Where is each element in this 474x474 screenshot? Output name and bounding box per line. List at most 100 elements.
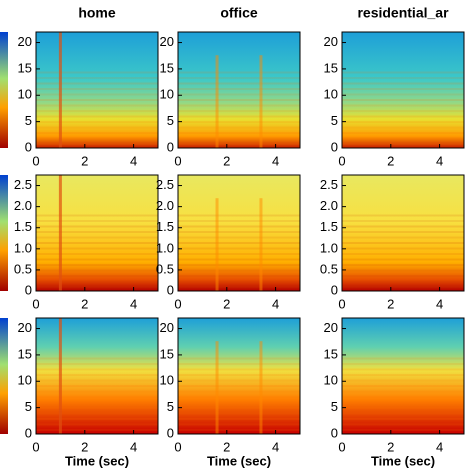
- x-tick-label: 4: [130, 296, 137, 311]
- x-tick-label: 0: [338, 153, 345, 168]
- panel-title: residential_ar: [357, 5, 449, 21]
- colorbar: [0, 318, 8, 434]
- x-tick-label: 0: [32, 296, 39, 311]
- y-tick-label: 10: [160, 373, 174, 388]
- x-tick-label: 2: [81, 439, 88, 454]
- plot-frame: [177, 174, 301, 292]
- x-tick-label: 4: [436, 153, 443, 168]
- y-tick-label: 0: [25, 282, 32, 297]
- x-tick-label: 0: [174, 296, 181, 311]
- y-tick-label: 5: [167, 113, 174, 128]
- y-tick-label: 15: [324, 346, 338, 361]
- y-tick-label: 15: [18, 60, 32, 75]
- spectrogram-image: [342, 175, 464, 291]
- y-tick-label: 5: [25, 399, 32, 414]
- x-tick-label: 2: [223, 439, 230, 454]
- y-tick-label: 20: [160, 320, 174, 335]
- y-tick-label: 5: [25, 113, 32, 128]
- x-tick-label: 0: [174, 153, 181, 168]
- y-tick-label: 1.5: [320, 219, 338, 234]
- x-tick-label: 2: [387, 296, 394, 311]
- y-tick-label: 15: [160, 60, 174, 75]
- x-tick-label: 0: [174, 439, 181, 454]
- spectrogram-image: [178, 175, 300, 291]
- y-tick-label: 1.5: [14, 219, 32, 234]
- y-tick-label: 20: [324, 320, 338, 335]
- plot-frame: [341, 31, 465, 149]
- x-tick-label: 4: [130, 439, 137, 454]
- colorbar: [0, 175, 8, 291]
- y-tick-label: 10: [18, 373, 32, 388]
- colorbar: [0, 32, 8, 148]
- panel-title: office: [220, 5, 258, 21]
- x-tick-label: 4: [130, 153, 137, 168]
- y-tick-label: 0: [25, 425, 32, 440]
- x-axis-label: Time (sec): [207, 453, 271, 468]
- x-tick-label: 2: [223, 296, 230, 311]
- y-tick-label: 0.5: [320, 261, 338, 276]
- y-tick-label: 1.0: [320, 240, 338, 255]
- spectrogram-image: [342, 32, 464, 148]
- y-tick-label: 1.5: [156, 219, 174, 234]
- y-tick-label: 0: [167, 139, 174, 154]
- y-tick-label: 2.0: [320, 198, 338, 213]
- y-tick-label: 10: [324, 373, 338, 388]
- event-streak: [58, 175, 62, 291]
- spectrogram-image: [342, 318, 464, 434]
- x-tick-label: 2: [387, 153, 394, 168]
- y-tick-label: 0: [167, 282, 174, 297]
- y-tick-label: 2.0: [14, 198, 32, 213]
- y-tick-label: 0.5: [14, 261, 32, 276]
- x-tick-label: 4: [436, 296, 443, 311]
- y-tick-label: 20: [18, 320, 32, 335]
- y-tick-label: 2.0: [156, 198, 174, 213]
- panel-title: home: [78, 5, 116, 21]
- x-tick-label: 0: [338, 296, 345, 311]
- event-streak: [259, 341, 263, 434]
- y-tick-label: 20: [160, 34, 174, 49]
- plot-frame: [341, 317, 465, 435]
- y-tick-label: 5: [167, 399, 174, 414]
- plot-frame: [177, 317, 301, 435]
- y-tick-label: 20: [324, 34, 338, 49]
- y-tick-label: 2.5: [320, 177, 338, 192]
- y-tick-label: 5: [331, 113, 338, 128]
- y-tick-label: 2.5: [156, 177, 174, 192]
- x-tick-label: 4: [272, 439, 279, 454]
- y-tick-label: 15: [324, 60, 338, 75]
- x-axis-label: Time (sec): [371, 453, 435, 468]
- event-streak: [58, 32, 62, 148]
- plot-frame: [177, 31, 301, 149]
- y-tick-label: 1.0: [156, 240, 174, 255]
- spectrogram-image: [178, 318, 300, 434]
- x-tick-label: 0: [32, 153, 39, 168]
- plot-frame: [341, 174, 465, 292]
- y-tick-label: 5: [331, 399, 338, 414]
- plot-frame: [35, 317, 159, 435]
- x-tick-label: 2: [223, 153, 230, 168]
- y-tick-label: 0: [167, 425, 174, 440]
- event-streak: [215, 198, 219, 291]
- x-tick-label: 0: [338, 439, 345, 454]
- y-tick-label: 10: [324, 87, 338, 102]
- y-tick-label: 10: [18, 87, 32, 102]
- y-tick-label: 2.5: [14, 177, 32, 192]
- y-tick-label: 20: [18, 34, 32, 49]
- y-tick-label: 10: [160, 87, 174, 102]
- y-tick-label: 15: [160, 346, 174, 361]
- x-tick-label: 4: [272, 153, 279, 168]
- y-tick-label: 1.0: [14, 240, 32, 255]
- y-tick-label: 0: [25, 139, 32, 154]
- event-streak: [215, 341, 219, 434]
- event-streak: [58, 318, 62, 434]
- y-tick-label: 15: [18, 346, 32, 361]
- y-tick-label: 0: [331, 425, 338, 440]
- x-tick-label: 2: [81, 296, 88, 311]
- spectrogram-image: [36, 32, 158, 148]
- spectrogram-image: [36, 318, 158, 434]
- event-streak: [259, 198, 263, 291]
- y-tick-label: 0: [331, 139, 338, 154]
- spectrogram-image: [36, 175, 158, 291]
- y-tick-label: 0.5: [156, 261, 174, 276]
